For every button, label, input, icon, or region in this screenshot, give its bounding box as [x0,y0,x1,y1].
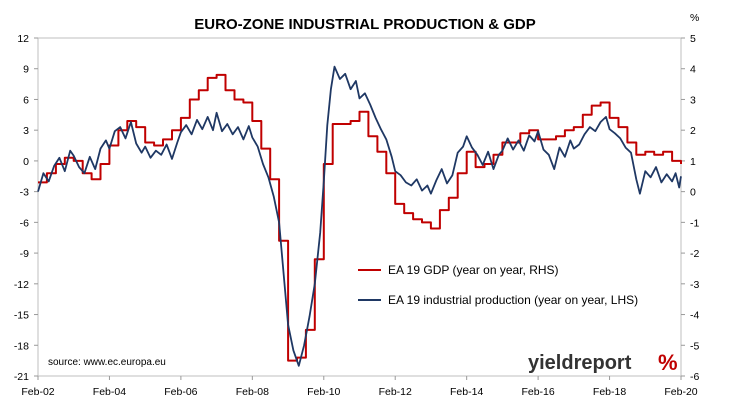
series-lines [37,65,682,367]
left-tick-label: -12 [14,279,29,291]
left-tick-label: -3 [20,187,29,199]
right-tick-label: -4 [690,310,699,322]
right-tick-label: 2 [690,125,696,137]
left-tick-label: 9 [23,64,29,76]
x-tick-label: Feb-14 [450,386,483,398]
series-line-industrial-production [37,65,682,367]
legend-label-industrial-production: EA 19 industrial production (year on yea… [388,293,638,307]
left-tick-label: -15 [14,310,29,322]
right-tick-label: 4 [690,64,696,76]
x-tick-label: Feb-06 [164,386,197,398]
right-tick-label: -3 [690,279,699,291]
x-tick-label: Feb-04 [93,386,126,398]
left-tick-label: -6 [20,217,29,229]
right-tick-label: -2 [690,248,699,260]
plot-area [37,37,682,377]
left-tick-label: 3 [23,125,29,137]
right-tick-label: 5 [690,33,696,45]
left-axis: 12 9 6 3 0 -3 -6 -9 -12 -15 -18 -21 [14,33,38,383]
brand-symbol: % [658,350,678,375]
brand-name: yieldreport [528,352,632,374]
x-tick-label: Feb-08 [236,386,269,398]
x-tick-label: Feb-12 [379,386,412,398]
x-tick-label: Feb-16 [521,386,554,398]
right-axis: 5 4 3 2 1 0 -1 -2 -3 -4 -5 -6 [681,33,699,383]
left-tick-label: 12 [17,33,29,45]
left-tick-label: 0 [23,156,29,168]
right-tick-label: 3 [690,94,696,106]
right-axis-unit: % [690,12,699,24]
source-note: source: www.ec.europa.eu [48,357,166,368]
x-tick-label: Feb-18 [593,386,626,398]
legend-label-gdp: EA 19 GDP (year on year, RHS) [388,263,559,277]
left-tick-label: -18 [14,340,29,352]
left-tick-label: -9 [20,248,29,260]
x-tick-label: Feb-02 [21,386,54,398]
x-axis: Feb-02 Feb-04 Feb-06 Feb-08 Feb-10 Feb-12 Feb-… [21,376,698,398]
right-tick-label: 0 [690,187,696,199]
left-tick-label: 6 [23,94,29,106]
brand-logo: yieldreport % [528,350,678,375]
series-line-gdp [38,73,682,362]
legend: EA 19 GDP (year on year, RHS) EA 19 indu… [358,263,638,307]
right-tick-label: -5 [690,340,699,352]
left-tick-label: -21 [14,371,29,383]
chart-title: EURO-ZONE INDUSTRIAL PRODUCTION & GDP [194,16,535,33]
x-tick-label: Feb-10 [307,386,340,398]
x-tick-label: Feb-20 [664,386,697,398]
right-tick-label: -1 [690,217,699,229]
right-tick-label: 1 [690,156,696,168]
right-tick-label: -6 [690,371,699,383]
